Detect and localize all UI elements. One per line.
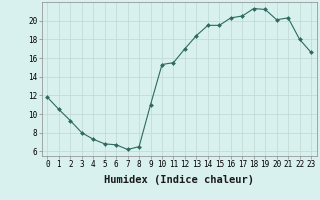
- X-axis label: Humidex (Indice chaleur): Humidex (Indice chaleur): [104, 175, 254, 185]
